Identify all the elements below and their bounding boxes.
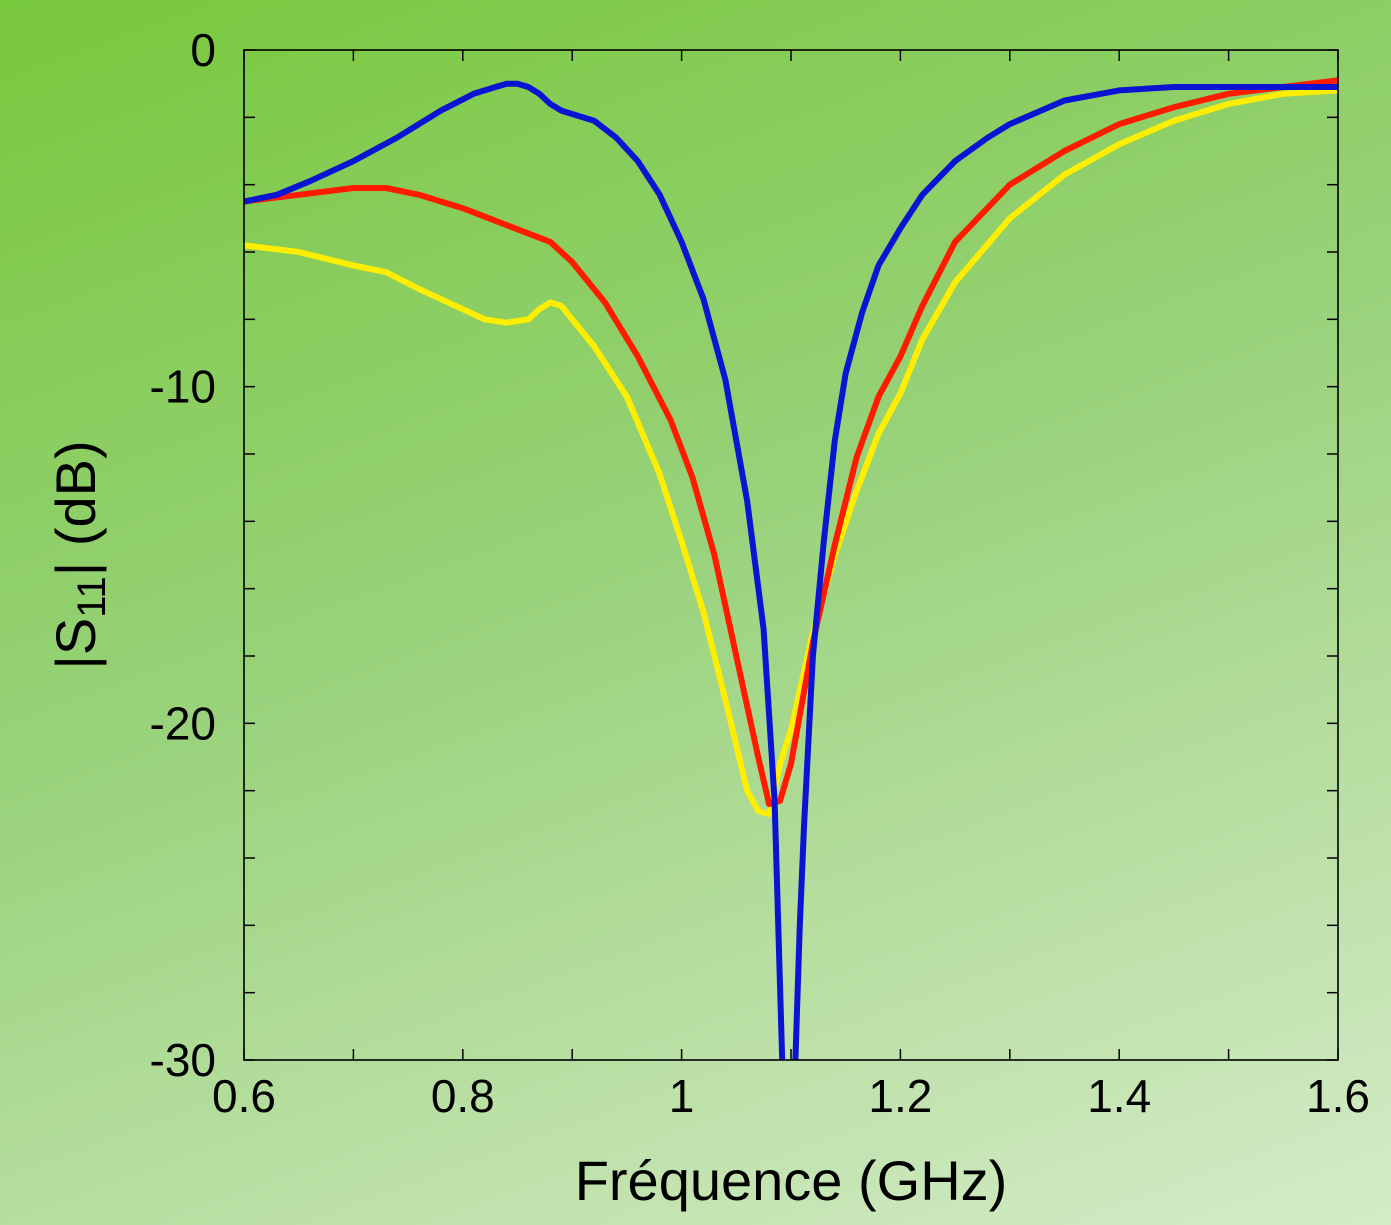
y-axis-title: |S11| (dB) xyxy=(44,440,114,669)
series-line-3 xyxy=(244,80,1338,1060)
y-tick-label: -30 xyxy=(150,1034,216,1086)
y-tick-label: -10 xyxy=(150,361,216,413)
plot-frame xyxy=(243,49,1339,1061)
series-layer xyxy=(244,77,1338,1060)
series-line-1 xyxy=(244,87,1338,818)
x-tick-label: 1.2 xyxy=(868,1070,932,1122)
x-axis-title: Fréquence (GHz) xyxy=(575,1149,1008,1212)
x-tick-label: 1 xyxy=(669,1070,695,1122)
x-tick-label: 1.4 xyxy=(1087,1070,1151,1122)
series-line-2 xyxy=(244,77,1338,808)
y-axis-title-subscript: 11 xyxy=(70,576,114,618)
ticks-layer xyxy=(243,49,1339,1061)
y-axis-title-tail: | (dB) xyxy=(44,440,107,576)
x-tick-label: 0.6 xyxy=(212,1070,276,1122)
x-tick-label: 1.6 xyxy=(1306,1070,1370,1122)
tick-labels-layer: 0.6 0.8 1 1.2 1.4 1.6 0 -10 -20 -30 xyxy=(150,24,1370,1122)
y-axis-title-main: |S xyxy=(44,618,107,670)
y-tick-label: 0 xyxy=(190,24,216,76)
y-tick-label: -20 xyxy=(150,697,216,749)
x-tick-label: 0.8 xyxy=(431,1070,495,1122)
